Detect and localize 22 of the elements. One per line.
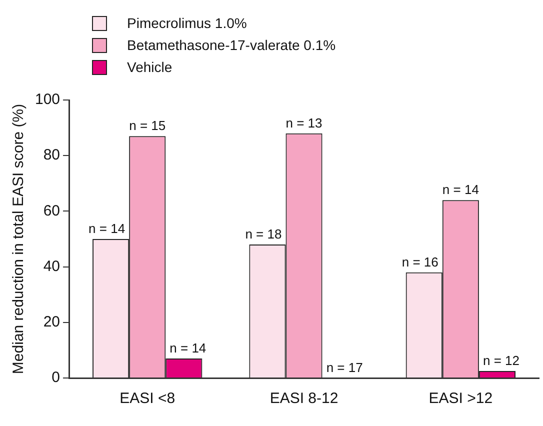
x-tick-label: EASI 8-12 [270,390,338,408]
y-tick-label: 0 [52,369,60,386]
annotation: n = 12 [482,353,520,368]
x-tick-label: EASI <8 [120,390,176,408]
y-tick-label: 80 [43,146,60,164]
y-tick-label: 100 [34,91,60,108]
legend-label: Pimecrolimus 1.0% [127,15,247,31]
annotation: n = 15 [129,118,166,134]
y-tick-label: 60 [43,202,60,220]
legend-label: Vehicle [127,59,172,75]
annotation: n = 16 [402,254,438,270]
annotation: n = 17 [326,360,363,376]
annotation: n = 14 [170,340,206,356]
y-axis-title: Median reduction in total EASI score (%) [10,104,28,374]
y-tick-label: 20 [43,314,60,331]
legend-label: Betamethasone-17-valerate 0.1% [127,37,336,53]
annotation: n = 14 [442,182,479,198]
annotation: n = 13 [286,115,322,130]
annotation: n = 14 [88,221,126,236]
x-tick-label: EASI >12 [428,390,493,408]
y-tick-label: 40 [43,258,60,275]
annotation: n = 18 [245,226,282,242]
